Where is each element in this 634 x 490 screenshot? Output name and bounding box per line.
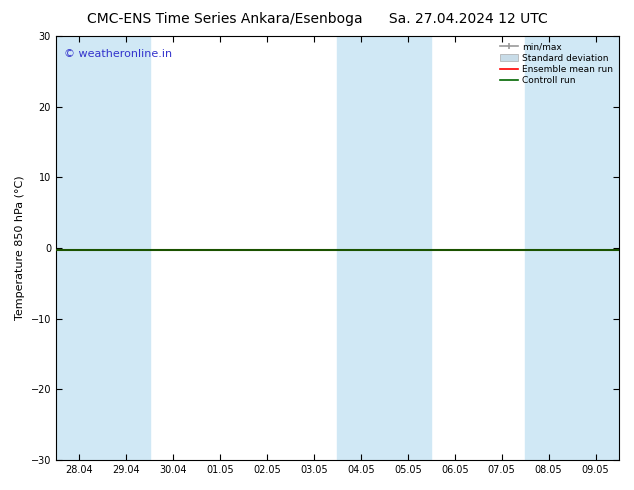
Text: CMC-ENS Time Series Ankara/Esenboga      Sa. 27.04.2024 12 UTC: CMC-ENS Time Series Ankara/Esenboga Sa. … xyxy=(87,12,547,26)
Text: © weatheronline.in: © weatheronline.in xyxy=(65,49,172,59)
Y-axis label: Temperature 850 hPa (°C): Temperature 850 hPa (°C) xyxy=(15,176,25,320)
Legend: min/max, Standard deviation, Ensemble mean run, Controll run: min/max, Standard deviation, Ensemble me… xyxy=(498,41,614,87)
Bar xyxy=(56,36,150,460)
Bar xyxy=(337,36,431,460)
Bar xyxy=(525,36,619,460)
